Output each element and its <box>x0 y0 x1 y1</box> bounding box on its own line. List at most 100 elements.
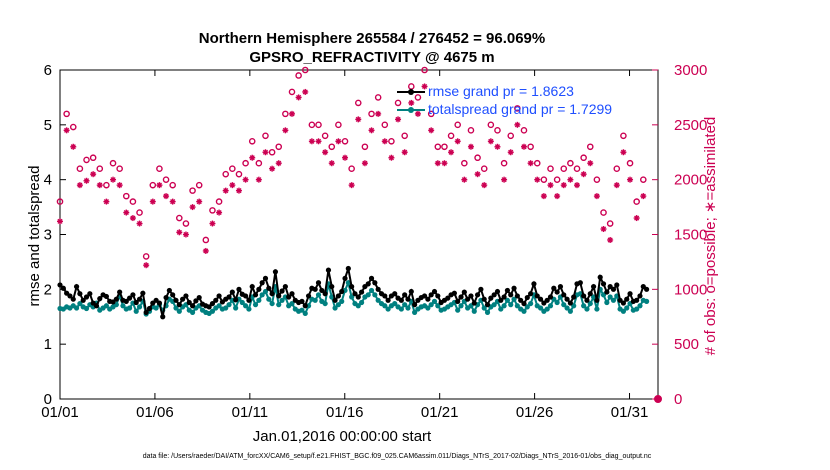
x-tick-label: 01/31 <box>611 404 649 421</box>
y-left-tick-label: 1 <box>44 336 52 353</box>
rmse-point <box>620 300 627 306</box>
rmse-point <box>186 299 192 306</box>
obs-possible-point <box>176 214 183 222</box>
spread-point <box>358 299 365 306</box>
obs-possible-point <box>129 198 137 205</box>
obs-assimilated-point <box>408 99 415 106</box>
rmse-point <box>508 292 514 298</box>
x-axis-label: Jan.01,2016 00:00:00 start <box>253 428 432 445</box>
spread-point <box>610 297 617 303</box>
obs-assimilated-point <box>627 176 634 183</box>
obs-assimilated-point <box>620 149 627 156</box>
obs-assimilated-point <box>587 160 594 167</box>
rmse-point <box>305 293 312 299</box>
y-left-tick-label: 0 <box>44 391 52 408</box>
obs-assimilated-point <box>534 176 541 183</box>
obs-possible-point <box>494 127 501 134</box>
rmse-point <box>319 287 325 294</box>
obs-possible-point <box>162 176 170 183</box>
spread-point <box>239 299 245 306</box>
obs-assimilated-point <box>520 143 527 150</box>
obs-assimilated-point <box>328 160 335 167</box>
rmse-point <box>385 297 391 303</box>
rmse-point <box>590 283 597 290</box>
obs-assimilated-point <box>76 182 83 189</box>
rmse-point <box>428 292 434 298</box>
obs-assimilated-point <box>381 138 388 145</box>
spread-point <box>584 306 590 312</box>
obs-assimilated-point <box>448 149 455 156</box>
spread-point <box>634 306 640 312</box>
obs-possible-point <box>600 209 607 216</box>
spread-point <box>233 305 239 311</box>
spread-point <box>299 307 305 313</box>
obs-assimilated-point <box>507 149 514 156</box>
obs-assimilated-point <box>501 176 508 183</box>
x-tick-label: 01/06 <box>136 404 174 421</box>
spread-point <box>372 292 378 298</box>
y-left-tick-label: 3 <box>44 227 52 244</box>
rmse-point <box>160 314 166 320</box>
obs-assimilated-point <box>593 193 600 200</box>
spread-point <box>335 302 341 308</box>
obs-assimilated-point <box>554 193 561 200</box>
obs-possible-point <box>633 198 640 205</box>
obs-possible-point <box>248 137 256 145</box>
obs-possible-point <box>69 123 77 131</box>
rmse-point <box>435 293 441 299</box>
obs-possible-point <box>401 132 408 140</box>
spread-point <box>405 305 411 311</box>
obs-assimilated-point <box>222 187 229 194</box>
spread-point <box>382 303 388 309</box>
rmse-point <box>445 295 451 301</box>
obs-possible-point <box>76 165 84 172</box>
obs-assimilated-point <box>169 198 176 205</box>
obs-possible-point <box>567 159 574 167</box>
obs-assimilated-point <box>487 138 494 145</box>
spread-point <box>544 306 550 312</box>
spread-point <box>279 297 285 303</box>
obs-possible-point <box>321 132 329 140</box>
rmse-point <box>521 300 527 307</box>
rmse-point <box>624 296 630 302</box>
y-right-tick-label: 500 <box>674 336 699 353</box>
obs-assimilated-point <box>361 160 368 167</box>
rmse-point <box>581 293 587 299</box>
obs-possible-point <box>461 159 468 167</box>
rmse-point <box>644 286 650 292</box>
obs-possible-point <box>136 209 143 216</box>
obs-assimilated-point <box>640 193 647 200</box>
rmse-point <box>140 290 146 296</box>
rmse-point <box>67 293 73 299</box>
y-axis-right-label: # of obs: o=possible; ∗=assimilated <box>702 117 719 356</box>
obs-assimilated-point <box>368 127 375 134</box>
obs-possible-point <box>195 181 203 189</box>
chart-title-line1: Northern Hemisphere 265584 / 276452 = 96… <box>199 30 545 47</box>
rmse-point <box>246 297 252 303</box>
rmse-point <box>279 288 285 294</box>
obs-assimilated-point <box>189 204 196 211</box>
obs-possible-point <box>56 198 64 205</box>
spread-point <box>514 303 520 309</box>
spread-point <box>262 288 269 295</box>
rmse-point <box>594 297 600 303</box>
obs-assimilated-point <box>567 176 574 183</box>
spread-point <box>256 297 262 303</box>
obs-assimilated-point <box>613 182 620 189</box>
obs-assimilated-point <box>96 182 103 189</box>
obs-assimilated-point <box>308 138 315 145</box>
obs-possible-point <box>255 159 263 167</box>
spread-point <box>547 303 554 309</box>
obs-assimilated-point <box>547 182 554 189</box>
rmse-point <box>289 291 295 297</box>
rmse-point <box>421 293 428 299</box>
spread-point <box>226 302 232 308</box>
rmse-point <box>564 296 570 302</box>
rmse-point <box>77 291 83 297</box>
rmse-point <box>345 265 351 272</box>
obs-possible-point <box>89 154 97 162</box>
spread-point <box>375 297 381 303</box>
obs-assimilated-point <box>83 177 90 184</box>
rmse-point <box>478 286 484 292</box>
spread-point <box>504 297 511 303</box>
